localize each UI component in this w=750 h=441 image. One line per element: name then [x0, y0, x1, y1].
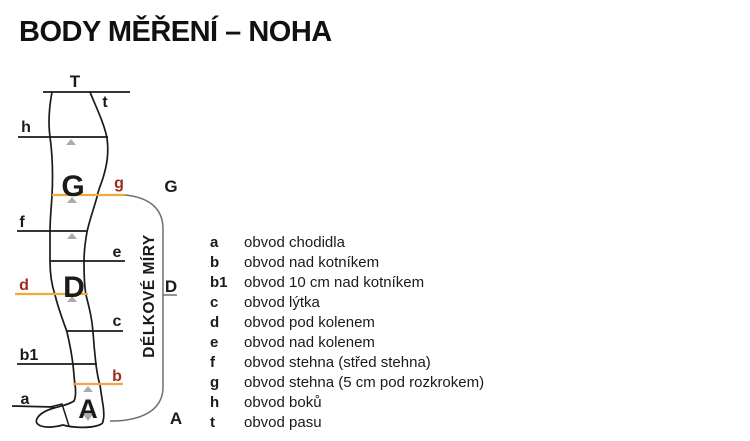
legend-key: b1: [210, 274, 228, 291]
label-h: h: [21, 119, 31, 136]
marker-triangle-A: [83, 414, 93, 421]
legend-text: obvod lýtka: [244, 294, 320, 311]
legend-text: obvod stehna (5 cm pod rozkrokem): [244, 374, 485, 391]
bracket-labels: G D A: [164, 177, 182, 428]
label-t: t: [102, 94, 108, 111]
label-e: e: [113, 244, 122, 261]
legend-key: t: [210, 414, 215, 431]
label-a: a: [21, 391, 30, 408]
point-labels-black: T t h G f e D c b1 a A: [19, 72, 121, 424]
legend-text: obvod stehna (střed stehna): [244, 354, 431, 371]
legend-key: c: [210, 294, 219, 311]
leg-measurement-diagram: T t h G f e D c b1 a A g d b G D A DÉLKO…: [11, 72, 182, 429]
legend-text: obvod boků: [244, 394, 322, 411]
legend-item-g: g obvod stehna (5 cm pod rozkrokem): [210, 373, 540, 393]
legend-text: obvod chodidla: [244, 234, 345, 251]
legend-item-b1: b1 obvod 10 cm nad kotníkem: [210, 273, 540, 293]
label-g: g: [114, 175, 124, 192]
label-b1: b1: [20, 347, 39, 364]
measure-lines-black: [11, 91, 130, 408]
label-f: f: [19, 214, 25, 231]
point-labels-red: g d b: [19, 175, 124, 385]
length-measures-label: DÉLKOVÉ MÍRY: [141, 234, 158, 358]
measure-lines-orange: [15, 193, 125, 386]
legend-text: obvod pasu: [244, 414, 322, 431]
length-bracket: [109, 194, 177, 422]
legend-key: e: [210, 334, 219, 351]
legend-item-f: f obvod stehna (střed stehna): [210, 353, 540, 373]
leg-outline: [35, 91, 109, 429]
legend-item-c: c obvod lýtka: [210, 293, 540, 313]
legend-text: obvod nad kolenem: [244, 334, 375, 351]
legend-text: obvod 10 cm nad kotníkem: [244, 274, 425, 291]
label-T: T: [70, 72, 81, 91]
legend-key: f: [210, 354, 215, 371]
marker-triangle-d: [67, 296, 77, 302]
leg-outline-front: [83, 91, 109, 422]
legend-item-t: t obvod pasu: [210, 413, 540, 433]
page-title: BODY MĚŘENÍ – NOHA: [19, 16, 332, 48]
legend-key: h: [210, 394, 220, 411]
legend-item-d: d obvod pod kolenem: [210, 313, 540, 333]
label-c: c: [113, 313, 122, 330]
legend-item-h: h obvod boků: [210, 393, 540, 413]
bracket-label-A: A: [170, 409, 182, 428]
legend-text: obvod pod kolenem: [244, 314, 375, 331]
legend-key: a: [210, 234, 219, 251]
marker-triangle-g: [67, 197, 77, 203]
foot-outline: [35, 400, 104, 429]
label-b: b: [112, 368, 122, 385]
legend-item-e: e obvod nad kolenem: [210, 333, 540, 353]
bracket-label-D: D: [165, 277, 177, 296]
legend-key: g: [210, 374, 220, 391]
legend: a obvod chodidla b obvod nad kotníkem b1…: [210, 233, 540, 433]
triangle-markers: [66, 139, 93, 421]
bracket-label-G: G: [164, 177, 177, 196]
legend-item-b: b obvod nad kotníkem: [210, 253, 540, 273]
toe-cap-line: [49, 403, 70, 427]
label-A-big: A: [78, 394, 98, 424]
label-d: d: [19, 277, 29, 294]
legend-key: b: [210, 254, 220, 271]
label-G-big: G: [61, 170, 84, 203]
leg-outline-back: [48, 91, 77, 402]
marker-triangle-b: [83, 386, 93, 392]
legend-key: d: [210, 314, 220, 331]
marker-triangle-h: [66, 139, 76, 145]
legend-text: obvod nad kotníkem: [244, 254, 380, 271]
marker-triangle-f: [67, 233, 77, 239]
legend-item-a: a obvod chodidla: [210, 233, 540, 253]
measure-line-a: [11, 405, 55, 408]
length-bracket-path: [109, 194, 164, 422]
label-D-big: D: [63, 271, 85, 304]
